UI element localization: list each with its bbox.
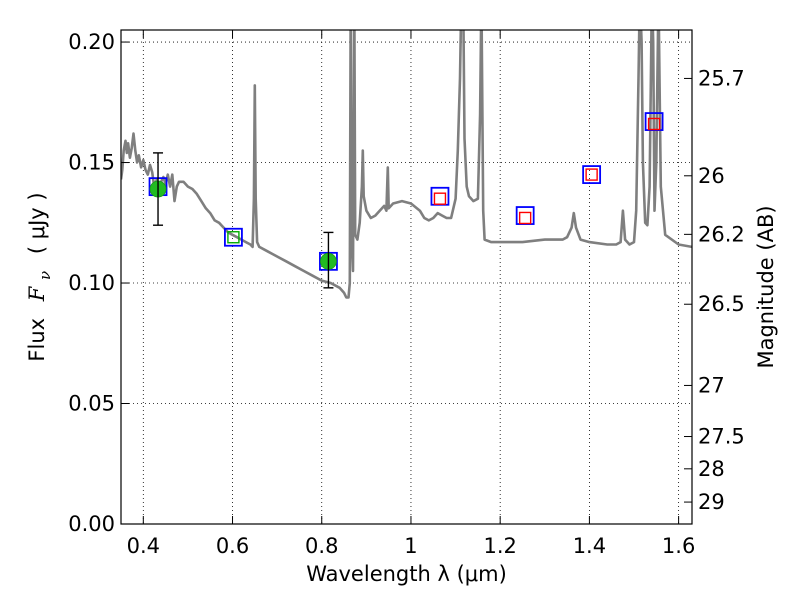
plot-area [121, 30, 692, 299]
y2-tick-label: 25.7 [698, 66, 745, 90]
y-axis-label-units: ( μJy ) [25, 192, 49, 254]
model-blue-marker [582, 165, 602, 184]
y-axis-label-symbol: F [25, 285, 49, 302]
y2-tick-label: 27.5 [698, 425, 745, 449]
y2-tick-label: 26.2 [698, 222, 745, 246]
model-green-marker [227, 231, 240, 244]
y-tick-label: 0.15 [68, 151, 115, 175]
x-tick-label: 1.2 [483, 534, 516, 558]
model-blue-marker [224, 227, 243, 247]
y2-tick-label: 26.5 [698, 292, 745, 316]
axis-ticks: 0.4 0.6 0.8 1 1.2 1.4 1.6 0.00 0.05 0.10 0.15 0.20 2… [68, 30, 745, 558]
y-tick-label: 0.10 [68, 271, 115, 295]
x-tick-label: 0.6 [216, 534, 249, 558]
y2-tick-label: 27 [698, 373, 725, 397]
model-red-marker [518, 211, 532, 225]
y-axis-label: Flux F ν ( μJy ) [25, 192, 55, 361]
sed-model-line [121, 30, 692, 299]
y2-tick-label: 28 [698, 457, 725, 481]
x-tick-label: 0.4 [127, 534, 160, 558]
axes-frame [120, 29, 693, 525]
x-axis-label: Wavelength λ (μm) [306, 562, 507, 586]
y-tick-label: 0.05 [68, 392, 115, 416]
y-axis-label-text: Flux [25, 318, 49, 362]
model-red-marker [647, 117, 661, 131]
y-axis-label-subscript: ν [36, 271, 54, 280]
model-red-marker [433, 192, 447, 205]
x-tick-label: 0.8 [305, 534, 338, 558]
x-tick-label: 1.4 [573, 534, 606, 558]
x-tick-label: 1 [404, 534, 417, 558]
model-red-marker [585, 168, 598, 181]
y2-tick-label: 29 [698, 490, 725, 514]
right-axis-label: Magnitude (AB) [754, 205, 778, 368]
y-tick-label: 0.20 [68, 30, 115, 54]
x-tick-label: 1.6 [662, 534, 695, 558]
y-tick-label: 0.00 [68, 512, 115, 536]
y2-tick-label: 26 [698, 164, 725, 188]
grid-lines [121, 30, 692, 525]
